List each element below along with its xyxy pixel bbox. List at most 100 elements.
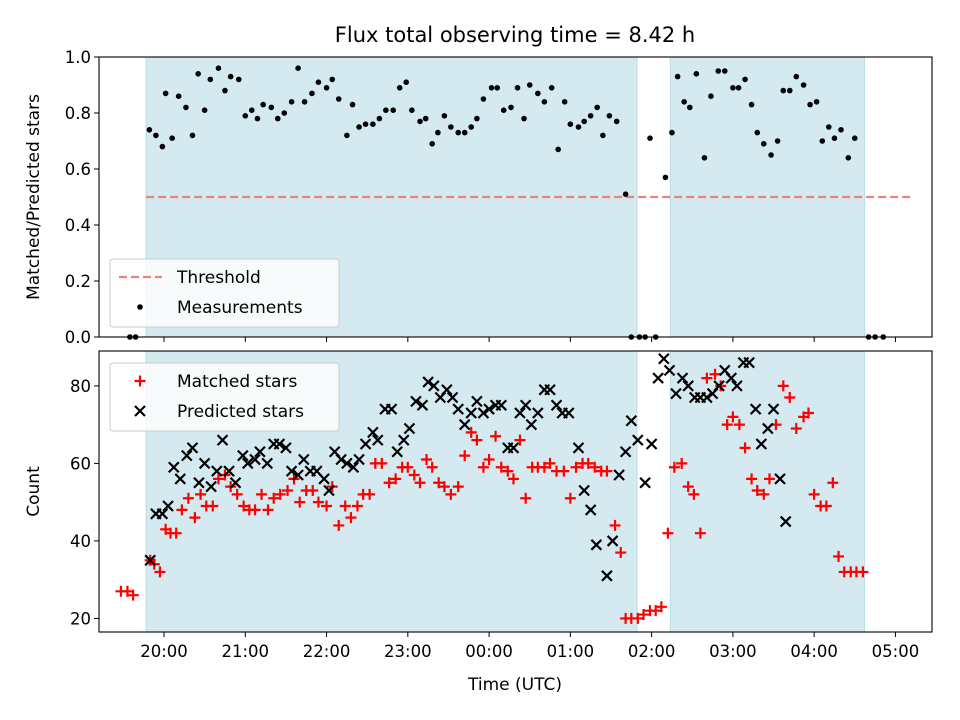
data-point xyxy=(468,124,475,130)
data-point xyxy=(370,121,376,127)
data-point xyxy=(619,445,632,458)
data-point xyxy=(353,453,365,466)
data-point xyxy=(727,411,739,423)
data-point xyxy=(274,115,281,122)
data-point xyxy=(477,461,489,473)
data-point xyxy=(541,99,548,105)
data-point xyxy=(754,129,761,136)
data-point xyxy=(694,527,706,539)
data-point xyxy=(459,450,471,462)
data-point xyxy=(207,76,214,83)
data-point xyxy=(725,372,738,384)
data-point xyxy=(647,135,653,141)
data-point xyxy=(676,457,688,469)
legend-marker xyxy=(137,304,143,310)
legend: Threshold Measurements xyxy=(109,258,340,328)
data-point xyxy=(820,500,832,512)
data-point xyxy=(215,65,222,71)
data-point xyxy=(438,481,450,493)
data-point xyxy=(211,465,223,477)
data-point xyxy=(622,191,629,197)
legend-label: Predicted stars xyxy=(177,402,304,422)
data-point xyxy=(262,504,274,516)
data-point xyxy=(274,488,286,500)
y-tick-label: 0.2 xyxy=(65,272,91,291)
data-point xyxy=(345,512,357,524)
data-point xyxy=(851,135,858,141)
data-point xyxy=(153,132,159,139)
data-point xyxy=(176,504,188,516)
data-point xyxy=(786,87,793,94)
axes-frame xyxy=(98,56,933,338)
data-point xyxy=(780,87,787,94)
data-point xyxy=(465,407,477,419)
y-axis-label: Matched/Predicted stars xyxy=(24,94,44,300)
data-point xyxy=(755,438,768,450)
y-tick-label: 40 xyxy=(70,532,91,551)
data-point xyxy=(645,438,658,450)
data-point xyxy=(249,504,261,516)
data-point xyxy=(471,395,483,408)
data-point xyxy=(544,457,556,469)
data-point xyxy=(170,527,182,539)
data-point xyxy=(180,449,193,462)
data-point xyxy=(731,380,743,392)
data-point xyxy=(495,399,508,412)
data-point xyxy=(474,115,480,122)
legend: Matched stars Predicted stars xyxy=(109,362,340,432)
data-point xyxy=(483,454,495,466)
data-point xyxy=(237,449,249,462)
data-point xyxy=(162,90,169,97)
data-point xyxy=(403,422,416,435)
data-point xyxy=(242,113,249,119)
data-point xyxy=(749,403,762,415)
y-tick-label: 0.8 xyxy=(65,104,91,123)
data-point xyxy=(669,129,675,136)
data-point xyxy=(639,477,651,489)
data-point xyxy=(349,101,356,108)
data-point xyxy=(295,65,301,71)
legend-label: Measurements xyxy=(177,298,303,318)
data-point xyxy=(662,527,674,539)
data-point xyxy=(371,434,384,446)
data-point xyxy=(520,492,532,504)
data-point xyxy=(339,500,351,512)
data-point xyxy=(825,124,832,130)
panel-count: 20 40 60 80 20:00 21:00 22:00 23:00 00:00 01:00 02… xyxy=(24,350,933,661)
data-point xyxy=(650,605,662,617)
data-point xyxy=(383,477,395,489)
data-point xyxy=(682,380,694,392)
axes-frame xyxy=(98,350,933,633)
data-point xyxy=(292,469,304,481)
data-point xyxy=(301,99,308,105)
data-point xyxy=(241,457,254,470)
x-tick-label: 04:00 xyxy=(790,642,838,661)
data-point xyxy=(575,124,582,130)
data-point xyxy=(195,71,201,77)
data-point xyxy=(364,488,376,500)
data-point xyxy=(121,585,133,597)
data-point xyxy=(333,519,345,531)
data-point xyxy=(632,434,644,446)
data-point xyxy=(376,457,388,469)
x-tick-label: 05:00 xyxy=(872,642,920,661)
data-point xyxy=(500,107,507,113)
data-point xyxy=(813,99,820,105)
y-axis-label: Count xyxy=(24,466,44,517)
data-point xyxy=(385,403,398,415)
data-point xyxy=(315,79,322,85)
data-point xyxy=(298,453,310,466)
data-point xyxy=(280,442,292,454)
data-point xyxy=(763,473,775,485)
data-point xyxy=(156,508,169,520)
data-point xyxy=(397,434,410,446)
data-point xyxy=(441,113,448,119)
data-point xyxy=(426,461,438,473)
data-point xyxy=(477,407,490,419)
data-point xyxy=(762,422,774,435)
data-point xyxy=(410,395,422,408)
data-point xyxy=(169,135,175,141)
data-point xyxy=(508,104,514,111)
data-point xyxy=(288,99,295,105)
data-point xyxy=(273,438,286,450)
